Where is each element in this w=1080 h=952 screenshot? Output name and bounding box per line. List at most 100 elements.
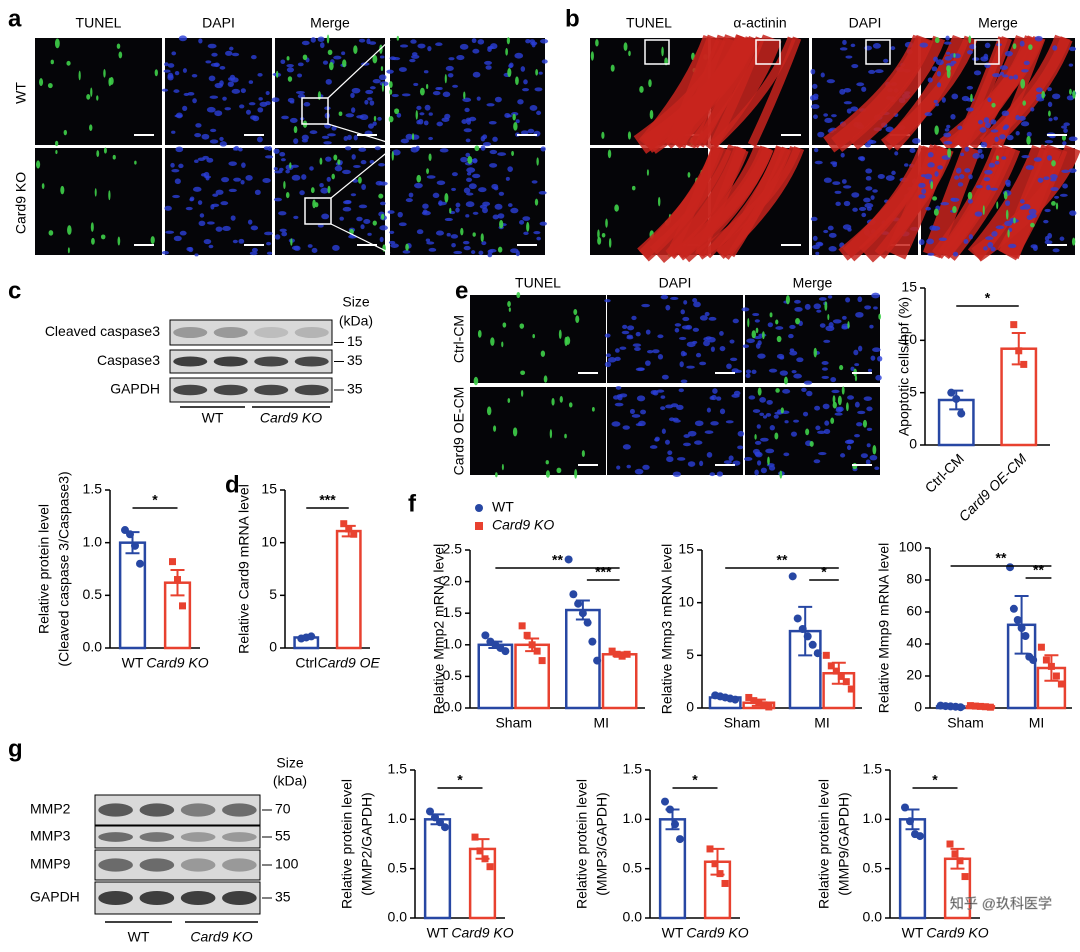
tunel-signal bbox=[657, 196, 661, 207]
nucleus bbox=[831, 389, 840, 394]
y-tick-label: 1.0 bbox=[443, 636, 463, 652]
blot-band bbox=[180, 832, 216, 842]
nucleus bbox=[846, 439, 855, 444]
tunel-signal bbox=[327, 185, 331, 194]
nucleus bbox=[846, 445, 852, 451]
data-point bbox=[1020, 360, 1028, 368]
nucleus bbox=[210, 128, 217, 133]
tunel-signal bbox=[512, 427, 518, 437]
nucleus bbox=[1032, 245, 1038, 251]
nucleus bbox=[950, 114, 956, 120]
tunel-signal bbox=[953, 53, 956, 58]
nucleus bbox=[379, 55, 385, 59]
tunel-signal bbox=[116, 43, 121, 49]
y-tick-label: 0 bbox=[914, 699, 922, 715]
nucleus bbox=[195, 123, 202, 128]
nucleus bbox=[161, 88, 169, 92]
nucleus bbox=[890, 46, 896, 51]
x-tick-label: Card9 KO bbox=[686, 925, 748, 941]
data-point bbox=[956, 703, 965, 712]
zoom-line bbox=[327, 39, 391, 254]
nucleus bbox=[179, 230, 187, 236]
nucleus bbox=[825, 325, 835, 332]
nucleus bbox=[661, 428, 666, 434]
nucleus bbox=[789, 324, 796, 330]
actinin-fiber bbox=[880, 35, 978, 151]
blot-band bbox=[173, 327, 208, 338]
x-tick-label: Sham bbox=[947, 715, 984, 731]
nucleus bbox=[819, 323, 826, 328]
nucleus bbox=[455, 202, 461, 208]
tunel-signal bbox=[755, 327, 759, 334]
column-label: DAPI bbox=[849, 15, 882, 31]
nucleus bbox=[182, 68, 188, 73]
group-label: WT bbox=[128, 929, 150, 945]
nucleus bbox=[812, 244, 820, 250]
data-point bbox=[676, 835, 684, 844]
nucleus bbox=[446, 232, 451, 237]
nucleus bbox=[538, 191, 547, 195]
nucleus bbox=[706, 407, 711, 413]
nucleus bbox=[482, 207, 488, 214]
nucleus bbox=[497, 152, 507, 156]
nucleus bbox=[817, 131, 825, 138]
data-point bbox=[847, 685, 855, 693]
nucleus bbox=[266, 251, 273, 255]
tunel-signal bbox=[1048, 110, 1051, 117]
actinin-fiber bbox=[885, 144, 951, 260]
tunel-signal bbox=[809, 440, 814, 447]
nucleus bbox=[768, 368, 778, 373]
nucleus bbox=[1002, 125, 1008, 131]
tunel-signal bbox=[930, 181, 934, 190]
nucleus bbox=[511, 112, 519, 116]
nucleus bbox=[983, 53, 989, 60]
nucleus bbox=[762, 415, 768, 419]
nucleus bbox=[860, 453, 868, 459]
tunel-signal bbox=[841, 386, 845, 395]
y-tick-label: 1.5 bbox=[388, 761, 408, 777]
size-label: 35 bbox=[347, 352, 363, 368]
nucleus bbox=[703, 340, 710, 347]
nucleus bbox=[422, 203, 429, 209]
nucleus bbox=[289, 100, 295, 104]
nucleus bbox=[783, 452, 790, 457]
nucleus bbox=[614, 402, 624, 407]
nucleus bbox=[208, 75, 216, 82]
tunel-signal bbox=[774, 432, 779, 440]
data-point bbox=[1013, 616, 1022, 624]
tunel-signal bbox=[1071, 237, 1076, 246]
nucleus bbox=[465, 152, 471, 158]
nucleus bbox=[353, 164, 361, 169]
data-point bbox=[481, 631, 490, 640]
legend-marker bbox=[475, 504, 483, 512]
nucleus bbox=[665, 304, 671, 311]
nucleus bbox=[342, 169, 351, 175]
size-header: Size bbox=[342, 294, 369, 310]
nucleus bbox=[1005, 200, 1011, 206]
nucleus bbox=[614, 348, 620, 353]
nucleus bbox=[224, 107, 231, 111]
data-point bbox=[169, 558, 176, 566]
nucleus bbox=[946, 124, 951, 129]
nucleus bbox=[821, 367, 828, 371]
nucleus bbox=[351, 107, 356, 113]
nucleus bbox=[451, 242, 456, 248]
nucleus bbox=[835, 406, 843, 411]
x-tick-label: MI bbox=[593, 715, 609, 731]
nucleus bbox=[171, 169, 180, 173]
size-label: 15 bbox=[347, 333, 363, 349]
nucleus bbox=[726, 363, 732, 370]
y-axis-label: (MMP2/GAPDH) bbox=[359, 792, 375, 895]
nucleus bbox=[968, 174, 973, 180]
nucleus bbox=[940, 202, 950, 206]
nucleus bbox=[737, 430, 745, 437]
tunel-signal bbox=[827, 313, 830, 321]
nucleus bbox=[281, 231, 288, 237]
size-label: 35 bbox=[347, 381, 363, 397]
nucleus bbox=[967, 198, 973, 204]
nucleus bbox=[1043, 176, 1050, 181]
nucleus bbox=[175, 112, 183, 119]
tunel-signal bbox=[372, 220, 377, 226]
data-point bbox=[822, 651, 830, 659]
nucleus bbox=[194, 159, 199, 163]
